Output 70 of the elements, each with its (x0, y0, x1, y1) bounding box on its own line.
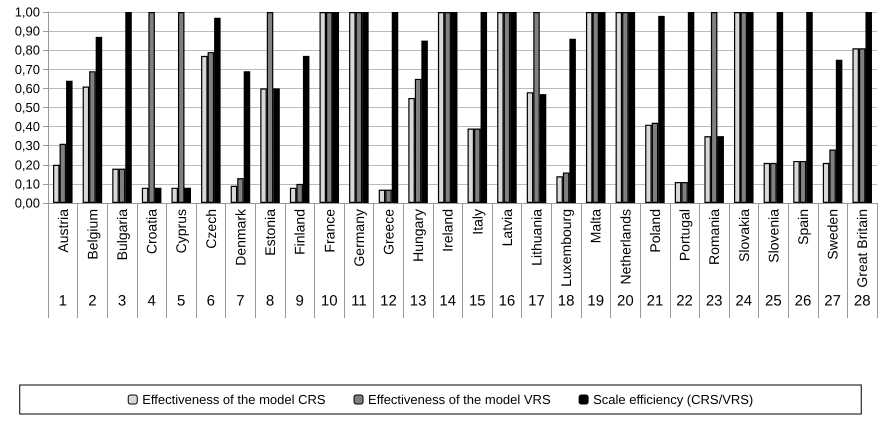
x-tick-label: Malta (588, 208, 604, 244)
y-tick-label: 0,70 (14, 62, 40, 77)
x-tick-label: Estonia (262, 208, 278, 256)
y-tick-label: 0,20 (14, 157, 40, 172)
x-tick-label: Germany (350, 209, 367, 267)
x-tick-label: Latvia (498, 208, 515, 246)
x-tick-label: Great Britain (854, 209, 870, 288)
y-tick-label: 0,80 (14, 42, 40, 58)
y-tick-label: 0,00 (14, 196, 40, 210)
y-tick-label: 0,40 (14, 119, 40, 134)
legend-label: Effectiveness of the model CRS (142, 392, 326, 407)
text: 19 (587, 292, 604, 310)
y-tick-label: 0,30 (14, 138, 40, 154)
text: 5 (177, 292, 186, 310)
x-tick-label: Spain (794, 209, 811, 245)
y-tick-label: 0,90 (14, 24, 40, 39)
x-tick-label: France (321, 208, 338, 253)
text: 7 (236, 292, 245, 310)
text: 24 (735, 292, 752, 310)
x-tick-label: Lithuania (528, 208, 545, 266)
text: 16 (498, 292, 516, 310)
x-tick-label: Sweden (824, 209, 841, 260)
legend-label: Effectiveness of the model VRS (368, 392, 551, 407)
legend-label: Scale efficiency (CRS/VRS) (593, 392, 754, 407)
text: 6 (206, 292, 216, 310)
text: 20 (616, 292, 634, 310)
text: 15 (468, 292, 486, 310)
text: 1 (58, 292, 67, 310)
x-tick-label: Romania (706, 208, 722, 266)
text: 27 (824, 292, 841, 310)
text: 3 (118, 292, 126, 310)
y-tick-label: 0,10 (14, 176, 40, 192)
x-tick-label: Netherlands (617, 209, 634, 284)
text: 4 (147, 292, 156, 310)
y-tick-label: 1,00 (14, 4, 40, 20)
text: 9 (295, 292, 304, 310)
x-tick-label: Ireland (440, 209, 456, 252)
x-tick-label: Poland (646, 209, 663, 253)
text: 2 (88, 292, 97, 310)
x-tick-label: Cyprus (173, 209, 190, 254)
x-tick-label: Slovenia (765, 208, 782, 263)
x-tick-label: Italy (469, 209, 486, 235)
x-tick-label: Croatia (144, 208, 160, 254)
x-tick-label: Czech (202, 209, 219, 249)
x-tick-label: Bulgaria (114, 208, 130, 260)
x-tick-label: Greece (380, 208, 396, 255)
text: 13 (410, 292, 426, 310)
y-tick-label: 0,60 (14, 80, 40, 96)
text: 23 (706, 292, 723, 310)
text: 26 (794, 292, 812, 310)
x-tick-label: Finland (292, 209, 308, 255)
x-tick-label: Hungary (410, 209, 426, 262)
y-tick-label: 0,50 (14, 100, 40, 115)
text: 14 (439, 292, 456, 310)
x-tick-label: Slovakia (736, 208, 752, 262)
text: 18 (558, 292, 574, 310)
text: 11 (351, 292, 367, 310)
x-tick-label: Belgium (84, 209, 100, 260)
text: 12 (380, 292, 397, 310)
text: 17 (528, 292, 545, 310)
x-tick-label: Luxembourg (558, 209, 574, 287)
x-tick-label: Denmark (232, 208, 248, 266)
text: 22 (676, 292, 693, 310)
x-tick-label: Portugal (676, 209, 693, 262)
text: 21 (646, 292, 664, 310)
x-tick-label: Austria (54, 208, 71, 253)
text: 25 (765, 292, 782, 310)
text: 8 (266, 292, 274, 310)
text: 10 (320, 292, 338, 310)
text: 28 (854, 292, 871, 310)
